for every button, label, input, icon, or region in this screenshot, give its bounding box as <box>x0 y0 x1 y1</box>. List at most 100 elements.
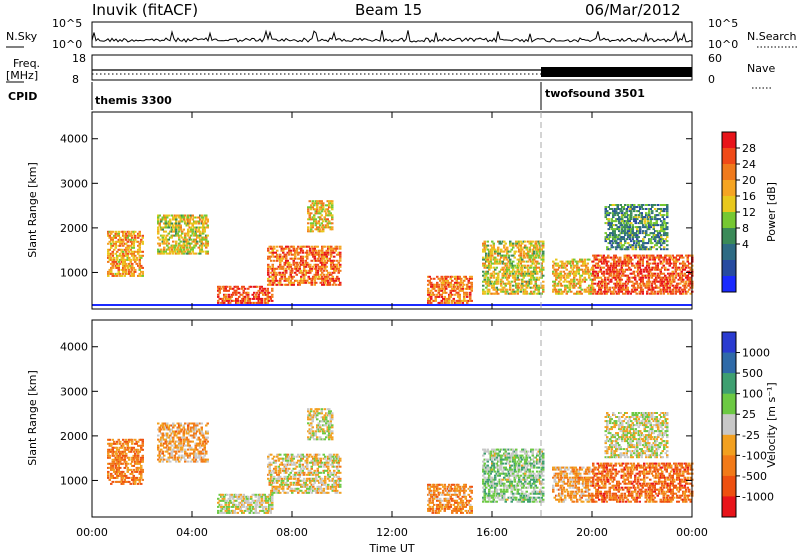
power-echo-bin <box>494 288 497 291</box>
velocity-echo-bin <box>265 495 268 498</box>
power-echo-bin <box>621 224 624 227</box>
velocity-echo-bin <box>193 430 196 433</box>
power-echo-bin <box>280 249 283 252</box>
power-echo-bin <box>568 284 571 287</box>
power-echo-bin <box>427 291 430 294</box>
power-echo-bin <box>217 299 220 302</box>
velocity-echo-bin <box>247 495 250 498</box>
power-echo-bin <box>659 268 662 271</box>
velocity-echo-bin <box>107 472 110 475</box>
power-echo-bin <box>125 248 128 251</box>
power-echo-bin <box>458 283 461 286</box>
power-echo-bin <box>510 290 513 293</box>
power-echo-bin <box>333 265 336 268</box>
power-echo-bin <box>179 220 182 223</box>
power-echo-bin <box>663 232 666 235</box>
velocity-echo-bin <box>247 509 250 512</box>
power-echo-bin <box>283 273 286 276</box>
power-echo-bin <box>521 270 524 273</box>
power-echo-bin <box>592 254 595 257</box>
cpid-segment-twofsound: twofsound 3501 <box>545 87 645 100</box>
power-echo-bin <box>336 275 339 278</box>
power-echo-bin <box>615 236 618 239</box>
power-echo-bin <box>503 244 506 247</box>
velocity-echo-bin <box>267 473 270 476</box>
power-echo-bin <box>610 204 613 206</box>
velocity-echo-bin <box>203 438 206 441</box>
power-echo-bin <box>470 281 473 284</box>
velocity-echo-bin <box>122 444 125 447</box>
power-echo-bin <box>646 214 649 217</box>
power-echo-bin <box>682 290 685 293</box>
power-echo-bin <box>110 242 113 245</box>
power-echo-bin <box>507 280 510 283</box>
power-echo-bin <box>316 206 319 209</box>
power-echo-bin <box>483 280 486 283</box>
power-echo-bin <box>555 274 558 277</box>
power-echo-bin <box>682 268 685 271</box>
power-echo-bin <box>542 252 545 255</box>
power-echo-bin <box>652 272 655 275</box>
power-echo-bin <box>525 266 528 269</box>
power-echo-bin <box>558 266 561 269</box>
velocity-echo-bin <box>233 511 236 514</box>
power-echo-bin <box>111 262 114 265</box>
power-echo-bin <box>593 270 596 273</box>
power-echo-bin <box>614 270 617 273</box>
power-echo-bin <box>158 238 161 241</box>
power-echo-bin <box>470 277 473 280</box>
power-echo-bin <box>266 297 269 300</box>
power-echo-bin <box>646 220 649 223</box>
power-echo-bin <box>527 240 530 243</box>
power-echo-bin <box>607 278 610 281</box>
power-echo-bin <box>646 262 649 265</box>
power-echo-bin <box>661 288 664 291</box>
power-echo-bin <box>460 279 463 282</box>
velocity-echo-bin <box>200 434 203 437</box>
power-echo-bin <box>634 234 637 237</box>
power-echo-bin <box>452 285 455 288</box>
power-echo-bin <box>613 254 616 257</box>
power-echo-bin <box>628 258 631 261</box>
power-echo-bin <box>592 270 595 273</box>
power-echo-bin <box>188 250 191 253</box>
power-echo-bin <box>689 278 692 281</box>
power-echo-bin <box>627 204 630 206</box>
power-echo-bin <box>191 228 194 231</box>
power-echo-bin <box>310 208 313 211</box>
power-echo-bin <box>122 266 125 269</box>
power-echo-bin <box>528 266 531 269</box>
power-echo-bin <box>187 248 190 251</box>
velocity-echo-bin <box>202 432 205 435</box>
power-echo-bin <box>111 240 114 243</box>
power-echo-bin <box>664 228 667 231</box>
power-echo-bin <box>262 287 265 290</box>
power-echo-bin <box>175 222 178 225</box>
power-echo-bin <box>331 202 334 205</box>
power-echo-bin <box>530 260 533 263</box>
power-echo-bin <box>199 248 202 251</box>
power-echo-bin <box>172 244 175 247</box>
power-echo-bin <box>120 238 123 241</box>
power-echo-bin <box>169 236 172 239</box>
power-echo-bin <box>270 275 273 278</box>
power-echo-bin <box>640 270 643 273</box>
power-echo-bin <box>303 267 306 270</box>
velocity-echo-bin <box>206 458 209 461</box>
power-echo-bin <box>184 232 187 235</box>
power-echo-bin <box>580 280 583 283</box>
power-echo-bin <box>167 224 170 227</box>
power-echo-bin <box>451 287 454 290</box>
velocity-echo-bin <box>131 470 134 473</box>
power-echo-bin <box>325 204 328 207</box>
velocity-echo-bin <box>273 477 276 480</box>
power-echo-bin <box>320 208 323 211</box>
power-echo-bin <box>607 254 610 257</box>
power-echo-bin <box>607 224 610 227</box>
power-echo-bin <box>506 258 509 261</box>
power-echo-bin <box>268 279 271 282</box>
power-echo-bin <box>610 218 613 221</box>
power-echo-bin <box>110 270 113 273</box>
power-echo-bin <box>185 216 188 219</box>
power-echo-bin <box>613 262 616 265</box>
